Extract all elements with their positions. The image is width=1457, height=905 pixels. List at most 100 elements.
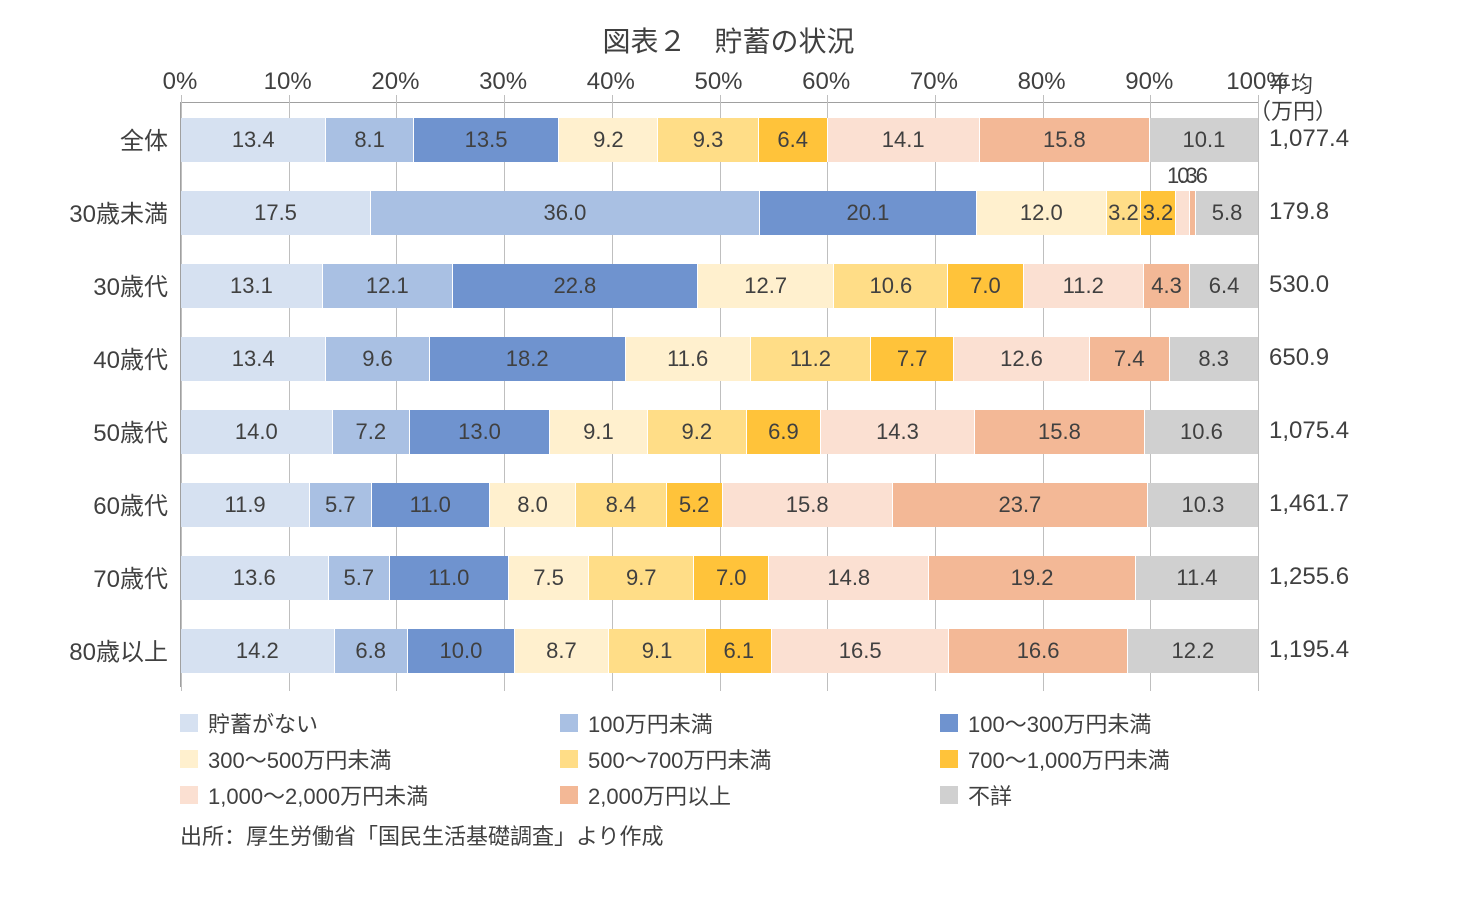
bar-segment: 7.0 bbox=[947, 264, 1022, 308]
bar-segment: 16.6 bbox=[948, 629, 1126, 673]
category-label: 50歳代 bbox=[40, 394, 168, 467]
bar-segment-value: 9.7 bbox=[624, 565, 659, 591]
average-value: 1,195.4 bbox=[1269, 613, 1417, 686]
legend-item: 100～300万円未満 bbox=[940, 707, 1320, 739]
gridline bbox=[289, 99, 290, 691]
gridline bbox=[720, 99, 721, 691]
bar-segment-value: 7.0 bbox=[968, 273, 1003, 299]
bar-segment: 15.8 bbox=[722, 483, 892, 527]
bar-segment: 9.1 bbox=[549, 410, 647, 454]
bar-segment: 12.6 bbox=[953, 337, 1089, 381]
x-axis-tick-label: 70% bbox=[910, 68, 958, 96]
bar-segment: 19.2 bbox=[928, 556, 1135, 600]
bar-segment-value: 8.0 bbox=[515, 492, 550, 518]
bar-segment: 6.4 bbox=[758, 118, 827, 162]
bar-segment-value: 9.1 bbox=[581, 419, 616, 445]
gridline bbox=[504, 99, 505, 691]
bar-row: 13.65.711.07.59.77.014.819.211.4 bbox=[181, 556, 1258, 600]
bar-segment: 6.4 bbox=[1189, 264, 1258, 308]
category-label: 全体 bbox=[40, 102, 168, 175]
bar-segment-value: 7.4 bbox=[1112, 346, 1147, 372]
legend-label: 500～700万円未満 bbox=[588, 743, 771, 775]
legend-swatch bbox=[940, 714, 958, 732]
category-label: 60歳代 bbox=[40, 467, 168, 540]
bar-segment: 36.0 bbox=[370, 191, 759, 235]
x-axis-tick-label: 10% bbox=[264, 68, 312, 96]
bar-track: 11.95.711.08.08.45.215.823.710.3 bbox=[181, 483, 1258, 527]
bar-row: 13.48.113.59.29.36.414.115.810.1 bbox=[181, 118, 1258, 162]
bar-segment-value: 14.0 bbox=[233, 419, 280, 445]
category-label: 30歳代 bbox=[40, 248, 168, 321]
bar-segment: 9.3 bbox=[657, 118, 757, 162]
bar-segment: 23.7 bbox=[892, 483, 1147, 527]
bar-segment: 3.2 bbox=[1106, 191, 1141, 235]
bar-segment-value: 7.0 bbox=[714, 565, 749, 591]
bar-track: 13.112.122.812.710.67.011.24.36.4 bbox=[181, 264, 1258, 308]
bar-segment-value: 12.1 bbox=[364, 273, 411, 299]
bar-segment: 14.1 bbox=[827, 118, 979, 162]
bar-segment: 15.8 bbox=[974, 410, 1144, 454]
category-label: 30歳未満 bbox=[40, 175, 168, 248]
bar-segment-value: 10.6 bbox=[867, 273, 914, 299]
bar-segment-value: 6.4 bbox=[775, 127, 810, 153]
bar-segment-value: 12.7 bbox=[742, 273, 789, 299]
x-axis-tick-label: 80% bbox=[1018, 68, 1066, 96]
x-axis-tick-label: 30% bbox=[479, 68, 527, 96]
bar-row: 14.26.810.08.79.16.116.516.612.2 bbox=[181, 629, 1258, 673]
x-axis-tick-label: 50% bbox=[694, 68, 742, 96]
bar-segment-value: 3.2 bbox=[1141, 200, 1176, 226]
bar-segment-value: 12.2 bbox=[1169, 638, 1216, 664]
bar-segment: 11.2 bbox=[1023, 264, 1143, 308]
bar-segment-value: 17.5 bbox=[252, 200, 299, 226]
average-value: 1,255.6 bbox=[1269, 540, 1417, 613]
bar-segment-value: 14.8 bbox=[825, 565, 872, 591]
gridline bbox=[827, 99, 828, 691]
bar-segment: 9.2 bbox=[558, 118, 657, 162]
gridline bbox=[396, 99, 397, 691]
bar-segment-value: 3.2 bbox=[1106, 200, 1141, 226]
bar-track: 14.07.213.09.19.26.914.315.810.6 bbox=[181, 410, 1258, 454]
bars-wrapper: 13.48.113.59.29.36.414.115.810.117.536.0… bbox=[180, 102, 1257, 687]
bar-segment: 6.8 bbox=[334, 629, 407, 673]
plot-area: 0%10%20%30%40%50%60%70%80%90%100% 平均 全体3… bbox=[40, 68, 1417, 851]
bar-segment: 5.7 bbox=[309, 483, 370, 527]
bar-segment-value: 5.2 bbox=[677, 492, 712, 518]
bar-segment-value: 13.0 bbox=[456, 419, 503, 445]
bar-segment: 8.4 bbox=[575, 483, 665, 527]
legend-item: 貯蓄がない bbox=[180, 707, 560, 739]
bar-segment: 13.0 bbox=[409, 410, 549, 454]
bar-segment-value: 22.8 bbox=[551, 273, 598, 299]
bar-segment-value: 9.2 bbox=[680, 419, 715, 445]
bar-segment-value: 5.8 bbox=[1210, 200, 1245, 226]
bar-segment-value: 8.3 bbox=[1196, 346, 1231, 372]
bar-track: 17.536.020.112.03.23.21.30.65.8 bbox=[181, 191, 1258, 235]
category-label: 80歳以上 bbox=[40, 613, 168, 686]
category-label: 40歳代 bbox=[40, 321, 168, 394]
gridline bbox=[935, 99, 936, 691]
bar-segment-value: 13.5 bbox=[463, 127, 510, 153]
legend-swatch bbox=[180, 750, 198, 768]
legend-item: 不詳 bbox=[940, 779, 1320, 811]
bar-segment-value: 4.3 bbox=[1149, 273, 1184, 299]
bar-segment-value: 9.6 bbox=[360, 346, 395, 372]
bar-segment: 9.2 bbox=[647, 410, 746, 454]
legend-swatch bbox=[560, 714, 578, 732]
bar-segment-value: 13.4 bbox=[230, 127, 277, 153]
average-value: 530.0 bbox=[1269, 248, 1417, 321]
bar-segment: 14.3 bbox=[820, 410, 974, 454]
bar-segment: 7.7 bbox=[870, 337, 953, 381]
bar-segment-value: 12.0 bbox=[1018, 200, 1065, 226]
legend: 貯蓄がない100万円未満100～300万円未満300～500万円未満500～70… bbox=[180, 705, 1417, 813]
x-axis-ticks-area: 0%10%20%30%40%50%60%70%80%90%100% bbox=[180, 68, 1257, 102]
bar-row: 13.49.618.211.611.27.712.67.48.3 bbox=[181, 337, 1258, 381]
bar-segment: 7.4 bbox=[1089, 337, 1169, 381]
legend-label: 100万円未満 bbox=[588, 707, 713, 739]
bar-segment: 12.0 bbox=[976, 191, 1106, 235]
bar-segment: 10.6 bbox=[833, 264, 947, 308]
chart-container: 図表２ 貯蓄の状況 0%10%20%30%40%50%60%70%80%90%1… bbox=[0, 0, 1457, 905]
gridline bbox=[1043, 99, 1044, 691]
bar-segment: 1.3 bbox=[1175, 191, 1189, 235]
bar-segment: 4.3 bbox=[1143, 264, 1189, 308]
bar-segment: 17.5 bbox=[181, 191, 370, 235]
bar-segment-value: 15.8 bbox=[784, 492, 831, 518]
